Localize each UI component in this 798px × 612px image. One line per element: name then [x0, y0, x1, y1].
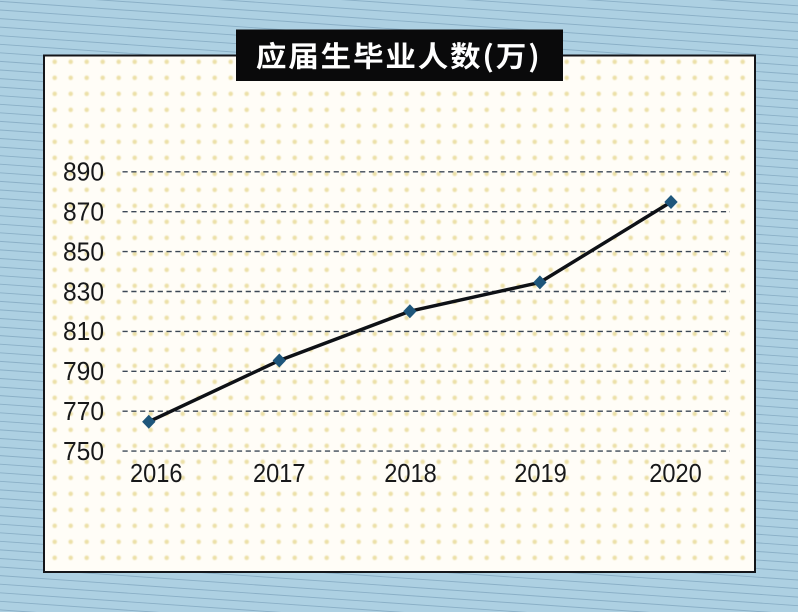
svg-text:2016: 2016 [130, 460, 183, 488]
svg-text:2020: 2020 [649, 460, 702, 488]
svg-text:2017: 2017 [253, 460, 306, 488]
svg-text:870: 870 [63, 199, 104, 227]
svg-text:810: 810 [63, 318, 104, 346]
svg-text:2018: 2018 [384, 460, 437, 488]
svg-text:770: 770 [63, 398, 104, 426]
svg-text:790: 790 [63, 358, 104, 386]
svg-text:2019: 2019 [514, 460, 567, 488]
svg-text:750: 750 [63, 438, 104, 466]
svg-text:850: 850 [63, 238, 104, 266]
svg-text:890: 890 [63, 159, 104, 187]
svg-text:830: 830 [63, 278, 104, 306]
